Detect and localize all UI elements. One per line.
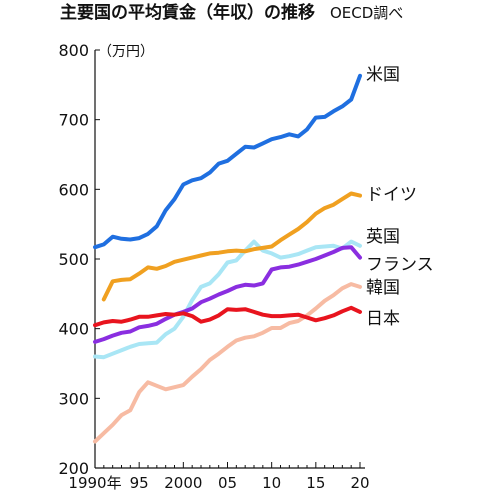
series-lines bbox=[93, 73, 362, 444]
x-tick-label: 10 bbox=[262, 474, 281, 492]
x-tick-label: 2000 bbox=[164, 474, 202, 492]
series-label: 韓国 bbox=[366, 278, 400, 298]
y-tick-label: 400 bbox=[58, 320, 89, 339]
series-line-英国 bbox=[93, 239, 362, 360]
series-label: 日本 bbox=[366, 309, 400, 329]
series-label: 米国 bbox=[366, 65, 400, 85]
series-label: フランス bbox=[366, 255, 434, 275]
chart-source: OECD調べ bbox=[330, 4, 403, 22]
y-tick-label: 500 bbox=[58, 250, 89, 269]
x-tick-label: 20 bbox=[350, 474, 369, 492]
series-line-米国 bbox=[93, 73, 362, 250]
y-tick-labels: 200 300 400 500 600 700 800 bbox=[58, 41, 89, 478]
y-tick-label: 600 bbox=[58, 180, 89, 199]
y-tick-label: 800 bbox=[58, 41, 89, 60]
chart-title: 主要国の平均賃金（年収）の推移 bbox=[60, 2, 315, 23]
y-tick-label: 700 bbox=[58, 111, 89, 130]
series-line-韓国 bbox=[93, 282, 362, 444]
series-line-ドイツ bbox=[101, 191, 362, 302]
series-label: ドイツ bbox=[366, 185, 417, 205]
y-tick-label: 300 bbox=[58, 389, 89, 408]
series-label: 英国 bbox=[366, 227, 400, 247]
axes bbox=[94, 49, 365, 469]
y-tick-label: 200 bbox=[58, 459, 89, 478]
x-tick-labels: 1990年 95 2000 05 10 15 20 bbox=[68, 474, 369, 492]
x-tick-label: 05 bbox=[218, 474, 237, 492]
x-tick-label: 1990年 bbox=[68, 474, 121, 492]
x-tick-label: 15 bbox=[306, 474, 325, 492]
series-line-フランス bbox=[93, 245, 362, 344]
y-axis-unit: （万円） bbox=[98, 44, 154, 60]
x-tick-label: 95 bbox=[130, 474, 149, 492]
series-line-日本 bbox=[93, 305, 362, 328]
